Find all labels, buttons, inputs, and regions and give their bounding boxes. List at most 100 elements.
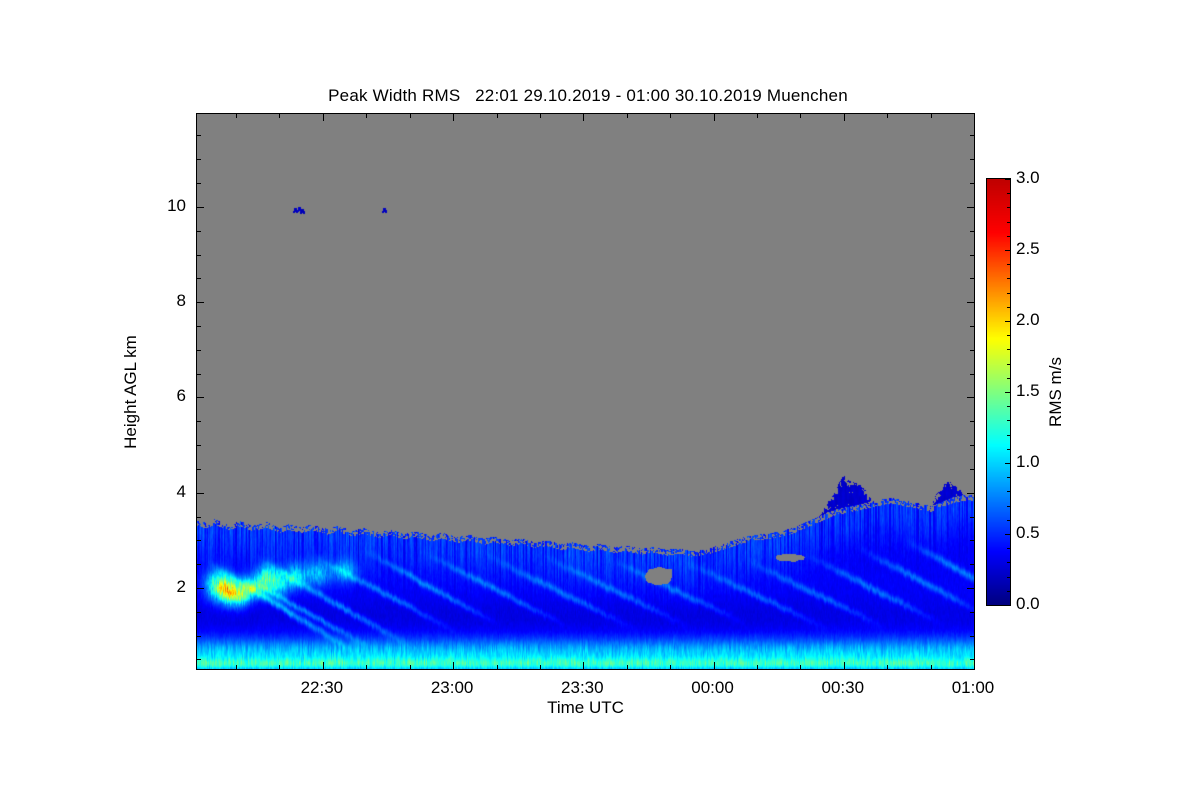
- colorbar-tick-label: 1.5: [1016, 381, 1040, 400]
- colorbar-tick-minor: [1007, 449, 1010, 450]
- y-tick-major-right: [967, 302, 974, 303]
- x-tick-minor: [236, 665, 237, 669]
- x-tick-minor-top: [497, 114, 498, 118]
- y-tick-label: 4: [176, 481, 186, 501]
- y-tick-minor: [197, 374, 201, 375]
- x-tick-minor-top: [540, 114, 541, 118]
- colorbar-tick-minor: [1007, 548, 1010, 549]
- y-tick-minor-right: [970, 350, 974, 351]
- y-tick-minor-right: [970, 255, 974, 256]
- x-tick-major-top: [453, 114, 454, 121]
- y-tick-minor-right: [970, 159, 974, 160]
- colorbar-tick-label: 1.0: [1016, 452, 1040, 471]
- y-tick-major: [197, 302, 204, 303]
- x-tick-major: [323, 662, 324, 669]
- y-tick-minor: [197, 445, 201, 446]
- colorbar-tick-minor: [1007, 491, 1010, 492]
- y-tick-minor-right: [970, 326, 974, 327]
- y-tick-label: 2: [176, 577, 186, 596]
- colorbar-tick-minor: [1007, 264, 1010, 265]
- colorbar-tick-major: [1005, 392, 1010, 393]
- colorbar-tick-minor: [1007, 278, 1010, 279]
- colorbar-title: RMS m/s: [1046, 357, 1065, 427]
- y-tick-minor: [197, 517, 201, 518]
- x-tick-major-top: [974, 114, 975, 121]
- x-tick-major: [714, 662, 715, 669]
- y-tick-minor-right: [970, 612, 974, 613]
- colorbar-tick-minor: [1007, 193, 1010, 194]
- x-tick-major-top: [323, 114, 324, 121]
- colorbar-tick-minor: [1007, 236, 1010, 237]
- y-tick-minor: [197, 564, 201, 565]
- y-tick-minor-right: [970, 231, 974, 232]
- y-tick-major-right: [967, 588, 974, 589]
- y-tick-minor: [197, 612, 201, 613]
- x-tick-minor-top: [800, 114, 801, 118]
- x-tick-label: 23:30: [561, 678, 604, 697]
- x-tick-minor: [757, 665, 758, 669]
- y-tick-minor-right: [970, 278, 974, 279]
- x-tick-label: 01:00: [951, 678, 995, 697]
- x-tick-minor: [800, 665, 801, 669]
- colorbar-tick-major: [1005, 605, 1010, 606]
- x-tick-label: 23:00: [430, 678, 474, 697]
- y-tick-minor: [197, 636, 201, 637]
- x-tick-minor-top: [410, 114, 411, 118]
- x-tick-minor: [627, 665, 628, 669]
- y-tick-minor-right: [970, 517, 974, 518]
- colorbar-tick-minor: [1007, 577, 1010, 578]
- colorbar-tick-major: [1005, 250, 1010, 251]
- y-axis-title: Height AGL km: [121, 335, 140, 449]
- colorbar-tick-minor: [1007, 349, 1010, 350]
- colorbar-gradient: [987, 179, 1010, 605]
- y-tick-minor: [197, 183, 201, 184]
- y-tick-minor-right: [970, 469, 974, 470]
- y-tick-major-right: [967, 493, 974, 494]
- x-tick-minor: [279, 665, 280, 669]
- x-tick-major: [453, 662, 454, 669]
- x-tick-major-top: [844, 114, 845, 121]
- y-tick-minor: [197, 231, 201, 232]
- colorbar-tick-minor: [1007, 591, 1010, 592]
- y-tick-minor-right: [970, 374, 974, 375]
- colorbar-tick-minor: [1007, 307, 1010, 308]
- y-tick-minor-right: [970, 421, 974, 422]
- colorbar: [986, 178, 1011, 606]
- colorbar-tick-minor: [1007, 207, 1010, 208]
- page-title: Peak Width RMS 22:01 29.10.2019 - 01:00 …: [328, 86, 848, 105]
- colorbar-tick-minor: [1007, 406, 1010, 407]
- x-tick-minor-top: [366, 114, 367, 118]
- y-tick-major: [197, 588, 204, 589]
- x-tick-minor-top: [236, 114, 237, 118]
- x-tick-minor-top: [279, 114, 280, 118]
- y-tick-minor: [197, 326, 201, 327]
- y-tick-major-right: [967, 207, 974, 208]
- colorbar-tick-minor: [1007, 477, 1010, 478]
- x-tick-major: [974, 662, 975, 669]
- y-tick-label: 8: [176, 291, 186, 311]
- y-tick-minor: [197, 350, 201, 351]
- x-tick-minor: [931, 665, 932, 669]
- y-tick-minor-right: [970, 183, 974, 184]
- y-tick-minor-right: [970, 540, 974, 541]
- y-tick-minor: [197, 540, 201, 541]
- y-tick-major: [197, 397, 204, 398]
- colorbar-tick-label: 0.0: [1016, 594, 1040, 613]
- y-tick-minor: [197, 421, 201, 422]
- colorbar-tick-minor: [1007, 335, 1010, 336]
- colorbar-tick-major: [1005, 534, 1010, 535]
- y-tick-minor: [197, 135, 201, 136]
- colorbar-tick-minor: [1007, 364, 1010, 365]
- y-tick-minor-right: [970, 135, 974, 136]
- heatmap-plot-area: [196, 113, 975, 670]
- y-tick-minor-right: [970, 659, 974, 660]
- x-tick-minor: [366, 665, 367, 669]
- colorbar-tick-major: [1005, 321, 1010, 322]
- x-tick-minor-top: [627, 114, 628, 118]
- y-tick-label: 10: [167, 195, 186, 215]
- colorbar-tick-minor: [1007, 378, 1010, 379]
- x-tick-minor-top: [670, 114, 671, 118]
- y-tick-minor: [197, 159, 201, 160]
- x-tick-minor: [540, 665, 541, 669]
